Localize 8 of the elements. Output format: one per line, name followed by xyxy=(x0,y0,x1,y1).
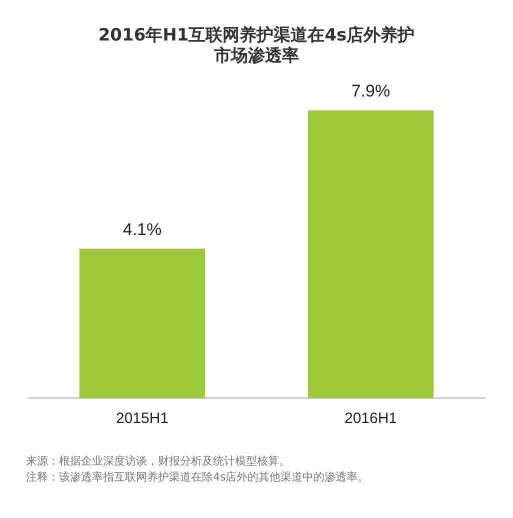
x-tick-label: 2015H1 xyxy=(116,410,169,428)
data-label: 4.1% xyxy=(122,220,162,239)
source-note: 来源：根据企业深度访谈，财报分析及统计模型核算。 xyxy=(26,454,290,468)
x-tick-label: 2016H1 xyxy=(344,410,398,428)
text: 注释：该渗透率指互联网养护渠道在除4s店外的其他渠道中的渗透率。 xyxy=(26,470,369,484)
data-label: 7.9% xyxy=(351,82,390,101)
text: 市场渗透率 xyxy=(214,46,299,66)
text: 2016年H1互联网养护渠道在4s店外养护 xyxy=(98,26,415,46)
